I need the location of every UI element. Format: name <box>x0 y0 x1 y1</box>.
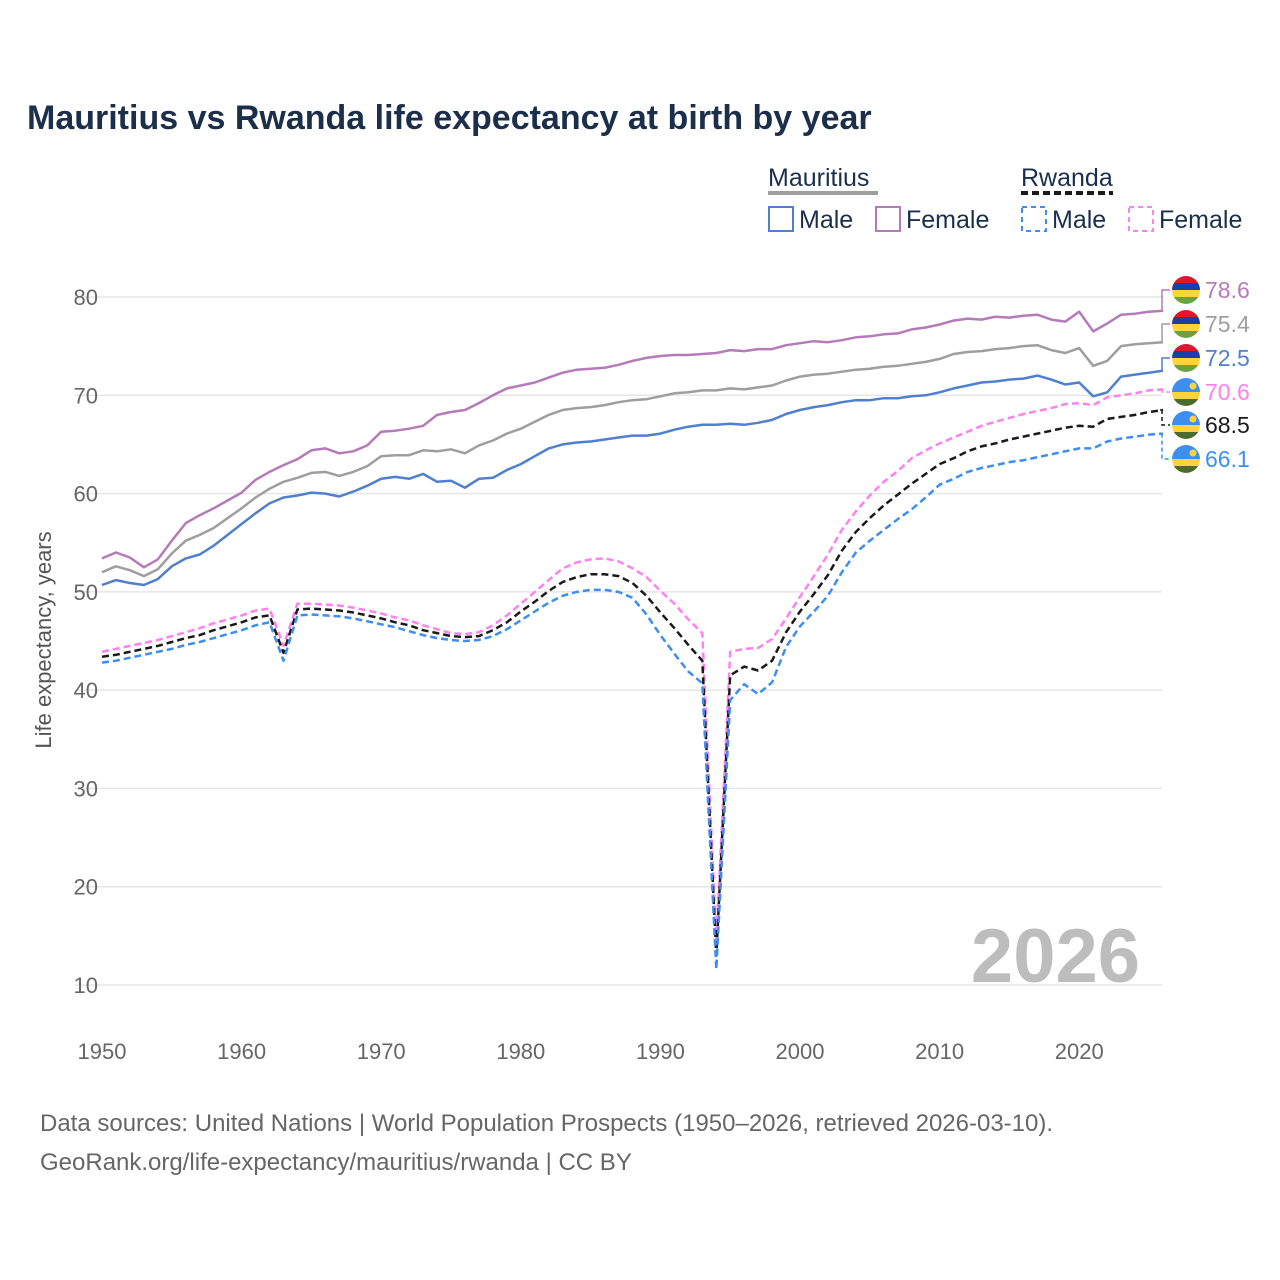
x-tick-label: 1950 <box>78 1039 127 1064</box>
year-watermark: 2026 <box>971 914 1140 999</box>
rwanda-flag-icon <box>1172 411 1200 439</box>
y-axis: 10 20 30 40 50 60 70 80 <box>74 285 98 998</box>
legend-mauritius-male[interactable]: Male <box>799 206 853 234</box>
y-tick-label: 80 <box>74 285 98 310</box>
series-line-mauritius-male <box>101 369 1164 587</box>
y-tick-label: 50 <box>74 580 98 605</box>
series-line-rwanda-female <box>101 388 1164 943</box>
source-line-2[interactable]: GeoRank.org/life-expectancy/mauritius/rw… <box>40 1149 632 1176</box>
end-label-connector <box>1160 323 1170 343</box>
x-tick-label: 2010 <box>915 1039 964 1064</box>
y-tick-label: 20 <box>74 875 98 900</box>
x-tick-label: 1960 <box>217 1039 266 1064</box>
x-tick-label: 2020 <box>1055 1039 1104 1064</box>
legend-group-rwanda: Rwanda <box>1021 164 1113 192</box>
end-value-label: 68.5 <box>1205 412 1250 438</box>
end-label-connector <box>1160 409 1170 426</box>
y-tick-label: 40 <box>74 678 98 703</box>
y-tick-label: 30 <box>74 776 98 801</box>
series-lines <box>101 309 1164 971</box>
legend-swatch-mauritius-female <box>875 206 901 232</box>
mauritius-flag-icon <box>1172 276 1200 304</box>
end-value-label: 70.6 <box>1205 379 1250 405</box>
end-value-label: 78.6 <box>1205 277 1250 303</box>
chart-title: Mauritius vs Rwanda life expectancy at b… <box>27 99 872 137</box>
y-axis-label: Life expectancy, years <box>31 531 56 748</box>
legend-rwanda-female[interactable]: Female <box>1159 206 1242 234</box>
end-label-connector <box>1160 289 1170 312</box>
series-line-rwanda <box>101 408 1164 957</box>
y-tick-label: 10 <box>74 973 98 998</box>
source-line-1: Data sources: United Nations | World Pop… <box>40 1110 1053 1137</box>
legend-swatch-rwanda-male <box>1021 206 1047 232</box>
end-label-connector <box>1160 432 1170 460</box>
end-value-label: 75.4 <box>1205 311 1250 337</box>
series-line-mauritius <box>101 340 1164 578</box>
series-line-mauritius-female <box>101 309 1164 569</box>
x-tick-label: 1980 <box>496 1039 545 1064</box>
x-axis: 1950 1960 1970 1980 1990 2000 2010 2020 <box>78 1039 1104 1064</box>
legend-rwanda-male[interactable]: Male <box>1052 206 1106 234</box>
y-tick-label: 70 <box>74 383 98 408</box>
rwanda-flag-icon <box>1172 445 1200 473</box>
mauritius-flag-icon <box>1172 344 1200 372</box>
end-value-label: 72.5 <box>1205 345 1250 371</box>
legend-mauritius-female[interactable]: Female <box>906 206 989 234</box>
x-tick-label: 1970 <box>357 1039 406 1064</box>
mauritius-flag-icon <box>1172 310 1200 338</box>
x-tick-label: 1990 <box>636 1039 685 1064</box>
y-tick-label: 60 <box>74 482 98 507</box>
legend-group-mauritius: Mauritius <box>768 164 869 192</box>
end-value-label: 66.1 <box>1205 446 1250 472</box>
end-labels: 78.6 75.4 72.5 70.6 68.5 66.1 <box>1160 276 1250 473</box>
series-line-rwanda-male <box>101 432 1164 971</box>
rwanda-flag-icon <box>1172 378 1200 406</box>
grid <box>75 296 1162 986</box>
legend-swatch-mauritius-male <box>768 206 794 232</box>
legend: Mauritius Male Female Rwanda Male Female <box>768 164 1242 234</box>
x-tick-label: 2000 <box>776 1039 825 1064</box>
end-label-connector <box>1160 357 1170 372</box>
end-label-connector <box>1160 388 1170 393</box>
legend-swatch-rwanda-female <box>1128 206 1154 232</box>
